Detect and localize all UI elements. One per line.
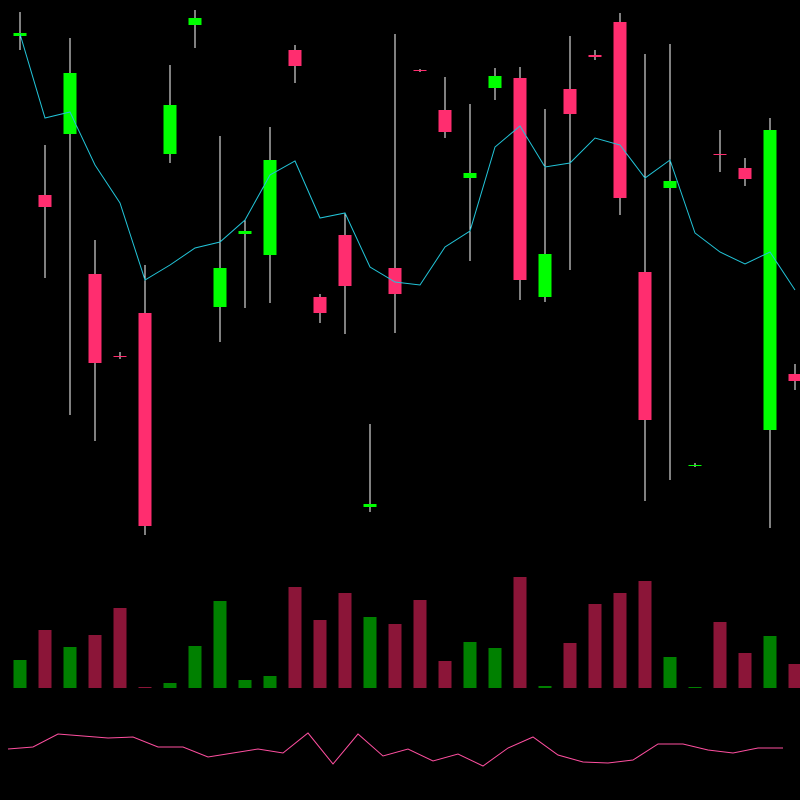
candle-body [588,55,602,57]
volume-bar [613,593,627,688]
volume-bar [238,680,252,688]
volume-bar [313,620,327,688]
candle-body [663,181,677,188]
candle-body [788,374,800,381]
candle-body [288,50,302,66]
candle-body [638,272,652,420]
candle-body [113,356,127,357]
candle-body [538,254,552,297]
volume-bar [13,660,27,688]
volume-bar [363,617,377,688]
volume-bar [588,604,602,688]
volume-bar [438,661,452,688]
volume-bar [338,593,352,688]
volume-bar [763,636,777,688]
volume-bar [713,622,727,688]
volume-bar [163,683,177,688]
moving-average-line [19,33,796,291]
volume-bar [738,653,752,688]
candle-body [88,274,102,363]
candle-body [63,73,77,134]
volume-bar [463,642,477,688]
volume-bar [263,676,277,688]
candle-body [363,504,377,507]
volume-bar [63,647,77,688]
volume-bar [688,687,702,688]
indicator-line [7,732,783,767]
volume-bar [88,635,102,688]
volume-bar [38,630,52,688]
volume-bar [538,686,552,688]
candle-body [413,70,427,71]
volume-bar [663,657,677,688]
candle-body [688,465,702,466]
volume-bar [413,600,427,688]
candle-body [313,297,327,313]
candle-body [438,110,452,132]
candle-body [563,89,577,114]
volume-bar [513,577,527,688]
volume-bar [488,648,502,688]
volume-bar [288,587,302,688]
candle-body [38,195,52,207]
candle-body [213,268,227,307]
volume-bar [138,687,152,688]
volume-bar [188,646,202,688]
volume-bar [213,601,227,688]
candle-body [238,231,252,234]
candle-body [513,78,527,280]
candle-body [488,76,502,88]
volume-bar [788,664,800,688]
candle-body [738,168,752,179]
candle-body [713,154,727,155]
candle-body [338,235,352,286]
candle-body [188,18,202,25]
candle-body [388,268,402,294]
candle-body [763,130,777,430]
volume-bar [113,608,127,688]
volume-bar [638,581,652,688]
volume-bar [563,643,577,688]
volume-bar [388,624,402,688]
candle-body [263,160,277,255]
candle-body [463,173,477,178]
candle-body [163,105,177,154]
candle-body [138,313,152,526]
candle-body [613,22,627,198]
